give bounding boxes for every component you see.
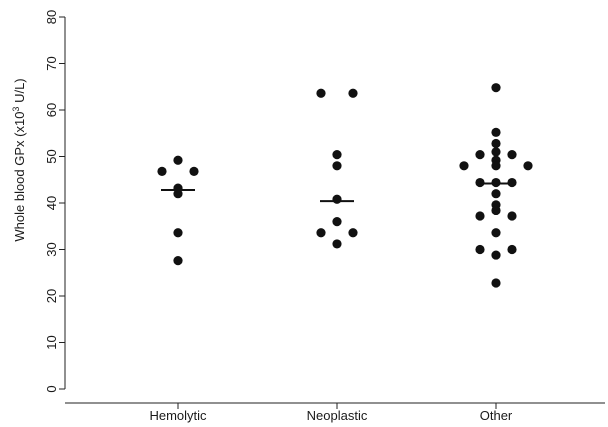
data-point	[491, 83, 501, 93]
data-point	[332, 194, 342, 204]
group-other	[459, 83, 533, 288]
data-point	[189, 166, 199, 176]
data-point	[491, 189, 501, 199]
y-tick-label: 70	[44, 56, 59, 70]
data-point	[332, 161, 342, 171]
data-point	[491, 250, 501, 260]
group-hemolytic	[157, 155, 199, 266]
data-point	[491, 127, 501, 137]
data-point	[332, 150, 342, 160]
x-tick-label-neoplastic: Neoplastic	[307, 408, 368, 423]
y-tick-label: 30	[44, 242, 59, 256]
y-tick-label: 0	[44, 385, 59, 392]
data-point	[507, 150, 517, 160]
y-tick-label: 80	[44, 10, 59, 24]
data-point	[173, 189, 183, 199]
data-point	[332, 239, 342, 249]
y-axis-title: Whole blood GPx (x103 U/L)	[11, 78, 27, 241]
data-point	[475, 244, 485, 255]
data-point	[491, 147, 501, 157]
y-axis: 0 10 20 30 40 50 60 70 80	[44, 10, 66, 393]
data-point	[173, 256, 183, 266]
y-tick-label: 10	[44, 335, 59, 349]
y-tick-label: 60	[44, 103, 59, 117]
data-point	[316, 88, 326, 98]
y-tick-label: 40	[44, 196, 59, 210]
x-axis: Hemolytic Neoplastic Other	[65, 402, 605, 423]
data-point	[157, 166, 167, 176]
data-point	[507, 244, 517, 255]
data-marks	[157, 83, 533, 288]
data-point	[475, 211, 485, 221]
data-point	[173, 228, 183, 238]
data-point	[523, 161, 533, 171]
data-point	[332, 217, 342, 227]
data-point	[173, 155, 183, 165]
data-point	[491, 278, 501, 288]
data-point	[475, 150, 485, 160]
group-neoplastic	[316, 88, 358, 249]
data-point	[348, 88, 358, 98]
data-point	[507, 211, 517, 221]
data-point	[491, 205, 501, 216]
x-tick-label-other: Other	[480, 408, 513, 423]
data-point	[491, 138, 501, 149]
x-tick-label-hemolytic: Hemolytic	[149, 408, 207, 423]
data-point	[459, 161, 469, 171]
data-point	[348, 228, 358, 238]
y-tick-label: 50	[44, 149, 59, 163]
y-tick-label: 20	[44, 289, 59, 303]
data-point	[491, 228, 501, 238]
data-point	[316, 228, 326, 238]
data-point	[491, 161, 501, 171]
